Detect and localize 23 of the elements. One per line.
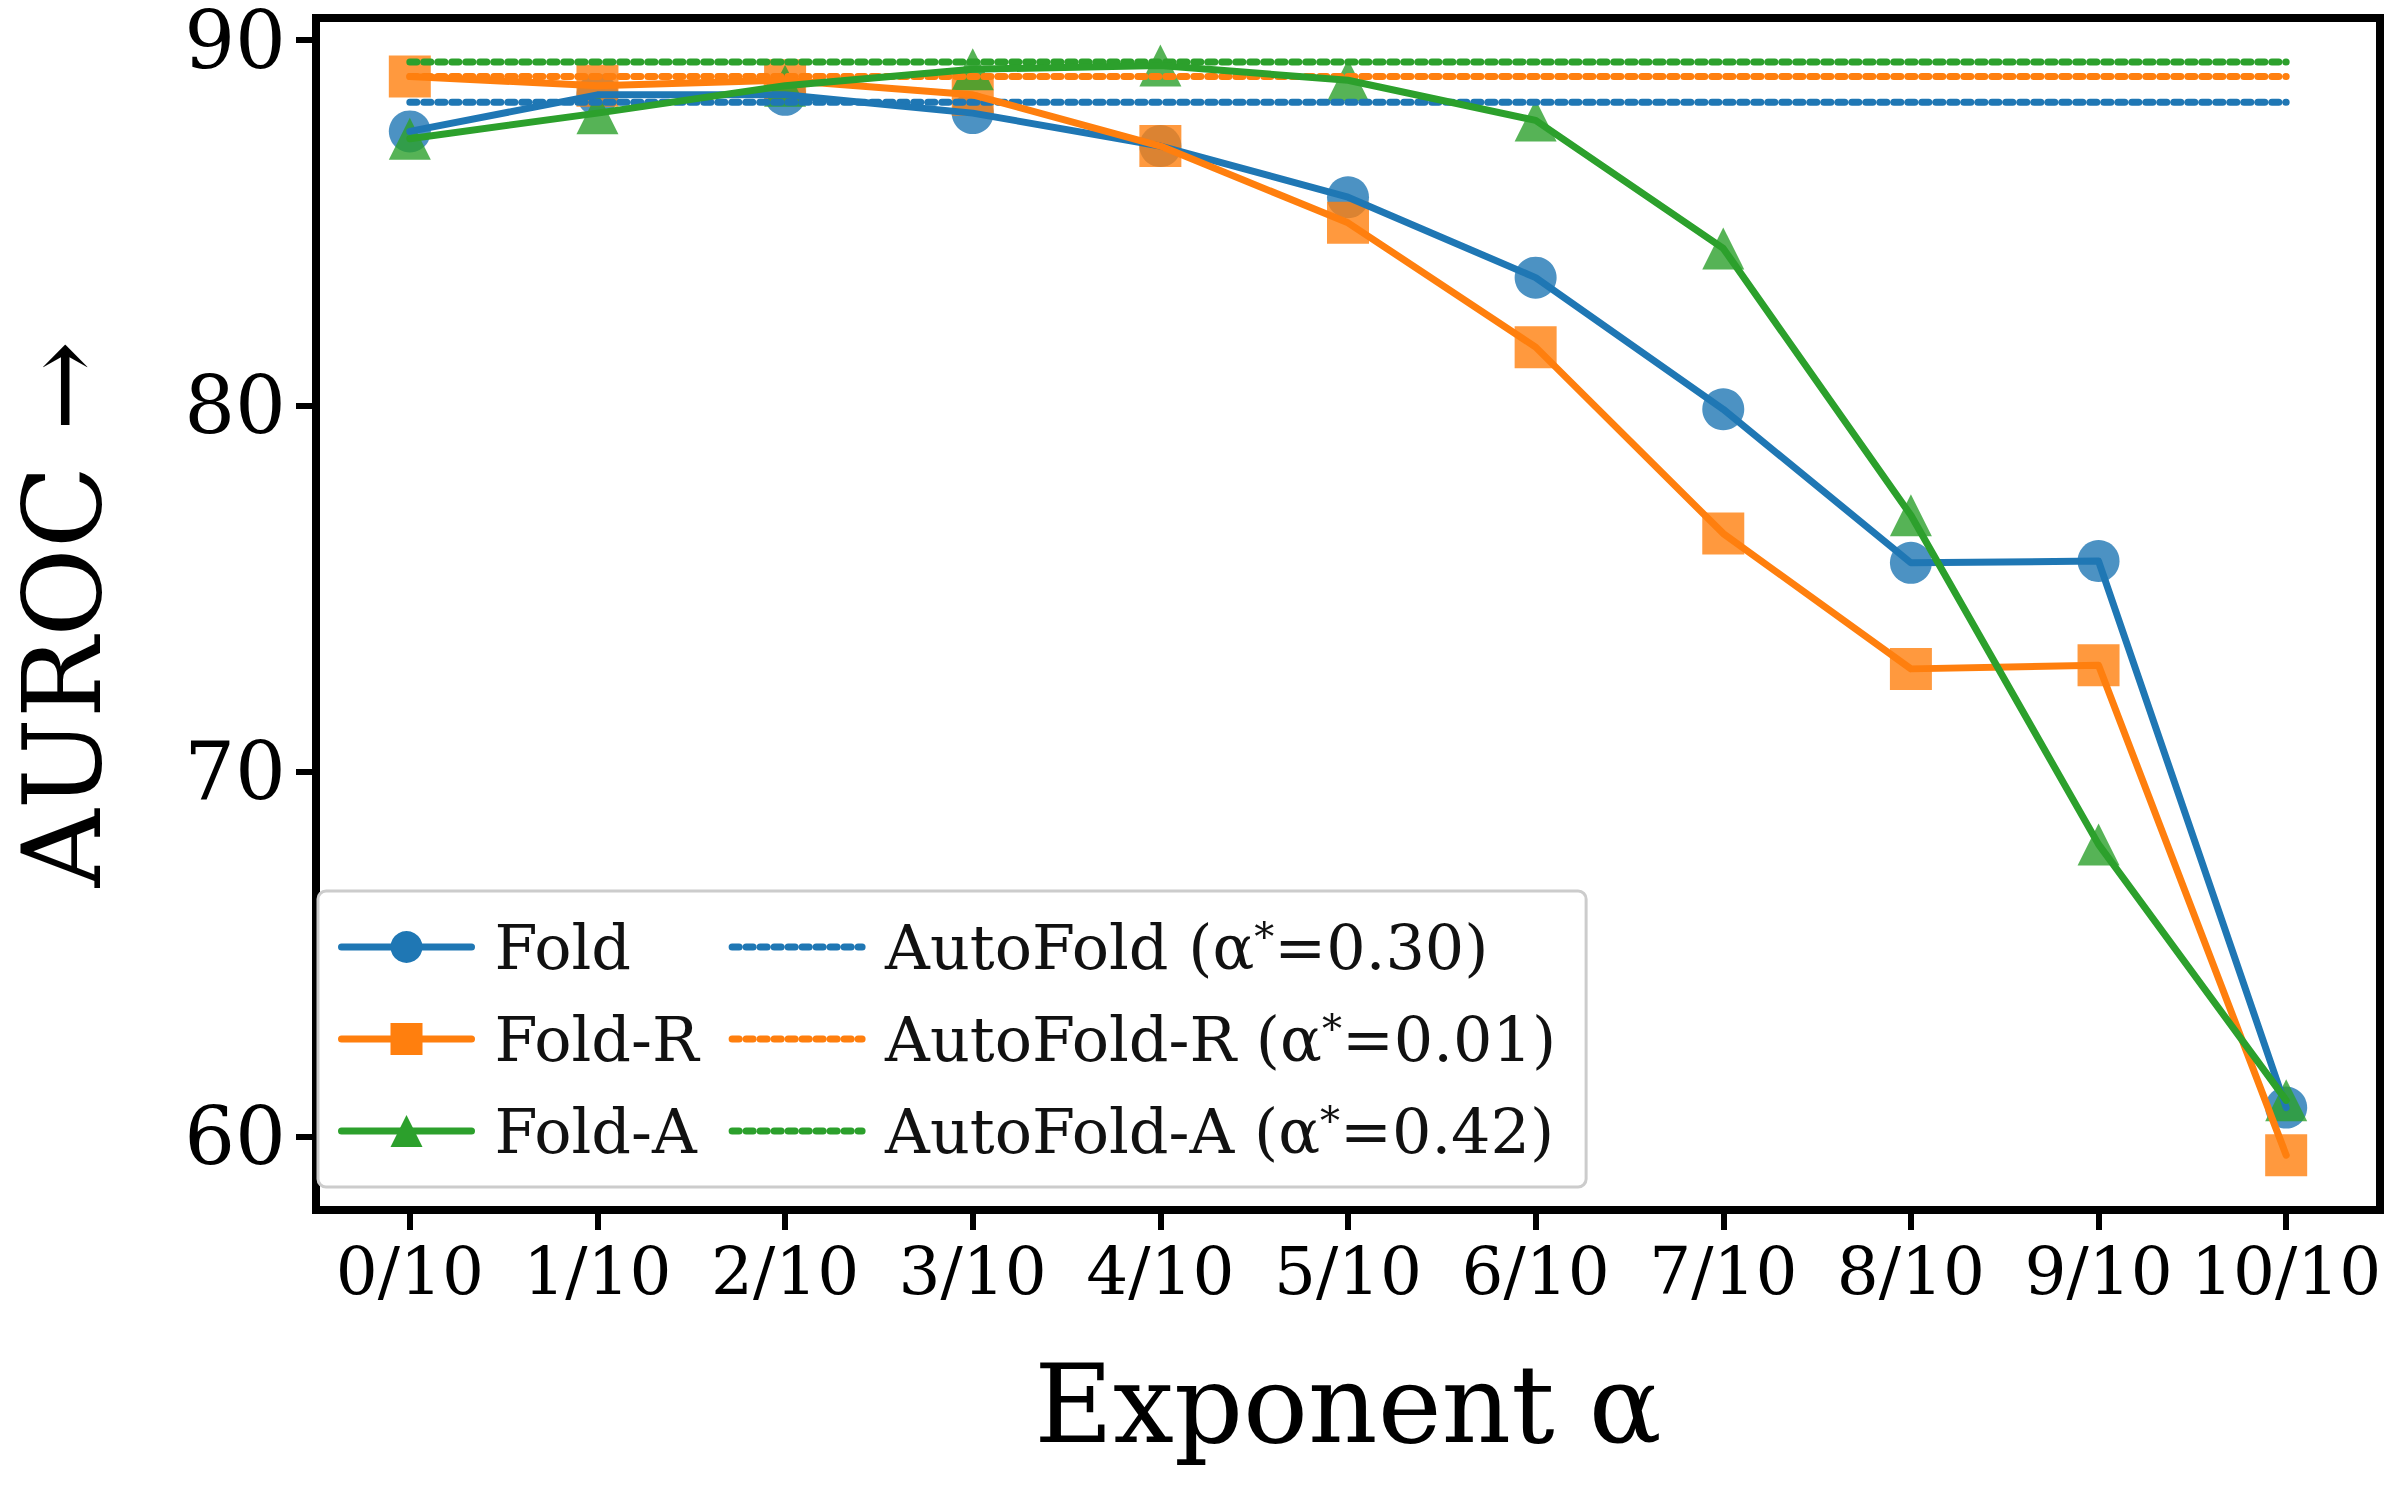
x-tick-label: 10/10 — [2191, 1232, 2382, 1310]
legend-label: Fold — [494, 910, 631, 984]
x-axis-title: Exponent α — [1034, 1341, 1662, 1467]
y-tick-label: 90 — [184, 0, 286, 87]
x-tick-label: 8/10 — [1836, 1232, 1986, 1310]
x-tick-label: 5/10 — [1273, 1232, 1423, 1310]
x-tick-label: 6/10 — [1461, 1232, 1610, 1310]
legend-label: Fold-R — [494, 1002, 701, 1076]
x-tick-label: 2/10 — [710, 1232, 860, 1310]
y-tick-label: 60 — [184, 1090, 286, 1184]
legend-label: AutoFold-R (α*=0.01) — [884, 1002, 1557, 1076]
legend-label: AutoFold-A (α*=0.42) — [884, 1094, 1555, 1168]
x-tick-label: 3/10 — [898, 1232, 1047, 1310]
x-tick-label: 0/10 — [335, 1232, 484, 1310]
legend-label: Fold-A — [494, 1094, 698, 1168]
legend-label: AutoFold (α*=0.30) — [884, 910, 1489, 984]
x-tick-label: 1/10 — [523, 1232, 672, 1310]
y-axis-title: AUROC → — [0, 340, 125, 889]
x-tick-label: 9/10 — [2024, 1232, 2173, 1310]
x-tick-label: 7/10 — [1649, 1232, 1798, 1310]
x-tick-label: 4/10 — [1086, 1232, 1235, 1310]
y-tick-label: 80 — [184, 359, 286, 453]
y-tick-label: 70 — [184, 724, 286, 818]
